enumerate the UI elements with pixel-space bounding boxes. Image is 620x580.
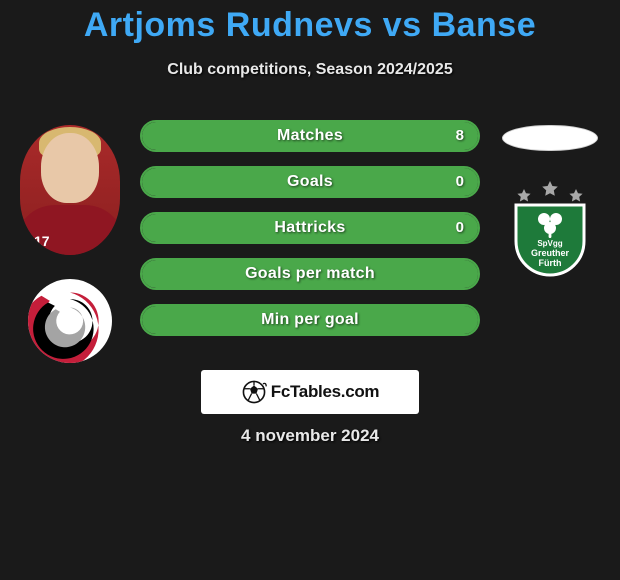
stat-row-goals: Goals 0 xyxy=(140,166,480,198)
left-club-badge xyxy=(28,279,112,363)
date-line: 4 november 2024 xyxy=(0,426,620,446)
subtitle: Club competitions, Season 2024/2025 xyxy=(0,61,620,79)
right-club-badge: SpVgg Greuther Fürth xyxy=(500,179,600,279)
stat-label: Hattricks xyxy=(142,214,478,242)
club-name-mid: Greuther xyxy=(531,248,570,258)
stat-value: 0 xyxy=(456,168,464,196)
stat-row-matches: Matches 8 xyxy=(140,120,480,152)
stat-row-hattricks: Hattricks 0 xyxy=(140,212,480,244)
club-name-top: SpVgg xyxy=(537,239,562,248)
stat-label: Goals per match xyxy=(142,260,478,288)
left-player-column: 17 xyxy=(10,125,130,363)
brand-box[interactable]: FcTables.com xyxy=(201,370,419,414)
club-name-bot: Fürth xyxy=(539,258,562,268)
page-title: Artjoms Rudnevs vs Banse xyxy=(0,0,620,45)
stat-label: Min per goal xyxy=(142,306,478,334)
left-player-number: 17 xyxy=(34,233,50,249)
stat-row-mpg: Min per goal xyxy=(140,304,480,336)
right-player-column: SpVgg Greuther Fürth xyxy=(498,125,602,279)
soccer-ball-icon xyxy=(241,379,267,405)
right-player-placeholder xyxy=(502,125,598,151)
clover-shield-icon: SpVgg Greuther Fürth xyxy=(500,179,600,279)
left-player-photo: 17 xyxy=(20,125,120,255)
hurricane-icon xyxy=(28,279,112,363)
stat-value: 0 xyxy=(456,214,464,242)
brand-text: FcTables.com xyxy=(271,382,380,402)
stat-label: Goals xyxy=(142,168,478,196)
stats-container: Matches 8 Goals 0 Hattricks 0 Goals per … xyxy=(140,120,480,350)
stat-row-gpm: Goals per match xyxy=(140,258,480,290)
stat-label: Matches xyxy=(142,122,478,150)
stat-value: 8 xyxy=(456,122,464,150)
